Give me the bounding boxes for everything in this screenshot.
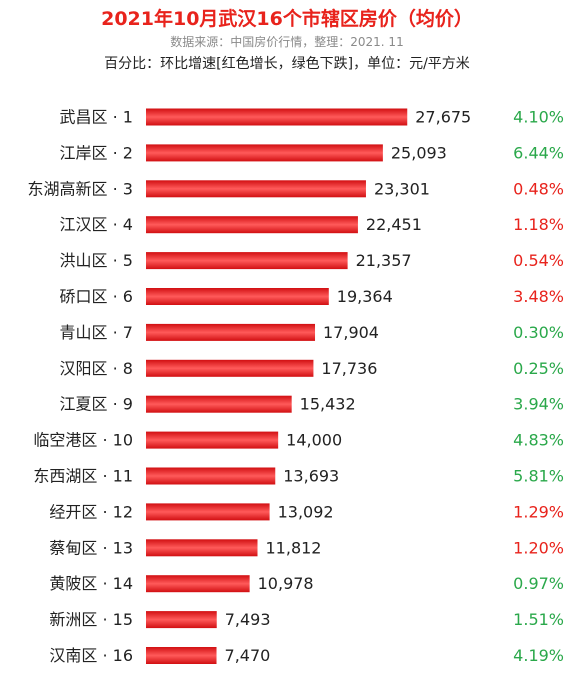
bar bbox=[146, 431, 279, 449]
value-label: 13,092 bbox=[278, 502, 334, 521]
data-source: 数据来源：中国房价行情，整理：2021. 11 bbox=[170, 35, 404, 49]
category-label: 江汉区 · 4 bbox=[60, 215, 133, 234]
percent-label: 1.20% bbox=[513, 538, 564, 557]
value-label: 10,978 bbox=[258, 574, 314, 593]
bar bbox=[146, 647, 217, 664]
percent-label: 6.44% bbox=[513, 143, 564, 162]
value-label: 17,736 bbox=[321, 359, 377, 378]
category-label: 洪山区 · 5 bbox=[60, 251, 133, 270]
value-label: 15,432 bbox=[300, 395, 356, 414]
category-label: 蔡甸区 · 13 bbox=[49, 538, 133, 557]
category-label: 江夏区 · 9 bbox=[60, 395, 133, 414]
percent-label: 0.48% bbox=[513, 179, 564, 198]
category-label: 东西湖区 · 11 bbox=[33, 467, 133, 486]
bar bbox=[146, 467, 276, 485]
percent-label: 0.97% bbox=[513, 574, 564, 593]
percent-label: 1.51% bbox=[513, 610, 564, 629]
percent-label: 4.83% bbox=[513, 431, 564, 450]
value-label: 27,675 bbox=[415, 108, 471, 127]
value-label: 14,000 bbox=[286, 431, 342, 450]
percent-label: 1.18% bbox=[513, 215, 564, 234]
category-label: 江岸区 · 2 bbox=[60, 143, 133, 162]
percent-label: 3.94% bbox=[513, 395, 564, 414]
value-label: 22,451 bbox=[366, 215, 422, 234]
percent-label: 1.29% bbox=[513, 502, 564, 521]
bar bbox=[146, 288, 329, 305]
percent-label: 3.48% bbox=[513, 287, 564, 306]
value-label: 19,364 bbox=[337, 287, 393, 306]
percent-label: 0.30% bbox=[513, 323, 564, 342]
value-label: 21,357 bbox=[356, 251, 412, 270]
value-label: 11,812 bbox=[266, 538, 322, 557]
category-label: 武昌区 · 1 bbox=[60, 108, 133, 127]
bar bbox=[146, 144, 383, 162]
value-label: 7,493 bbox=[225, 610, 271, 629]
bars-layer: 武昌区 · 1 27,675 4.10% 江岸区 · 2 25,093 6.44% 东湖高新… bbox=[28, 108, 564, 666]
bar bbox=[146, 503, 270, 521]
bar bbox=[146, 323, 316, 341]
value-label: 7,470 bbox=[225, 646, 271, 665]
category-label: 黄陂区 · 14 bbox=[49, 574, 133, 593]
chart-title: 2021年10月武汉16个市辖区房价（均价） bbox=[101, 8, 473, 30]
bar bbox=[146, 575, 250, 593]
bar bbox=[146, 359, 314, 377]
category-label: 青山区 · 7 bbox=[60, 323, 133, 342]
category-label: 汉南区 · 16 bbox=[49, 646, 133, 665]
category-label: 临空港区 · 10 bbox=[33, 431, 133, 450]
percent-label: 5.81% bbox=[513, 467, 564, 486]
bar bbox=[146, 180, 366, 198]
chart-note: 百分比：环比增速[红色增长，绿色下跌]，单位：元/平方米 bbox=[104, 56, 470, 72]
bar bbox=[146, 216, 358, 234]
bar bbox=[146, 539, 258, 557]
percent-label: 0.25% bbox=[513, 359, 564, 378]
bar bbox=[146, 611, 217, 629]
value-label: 17,904 bbox=[323, 323, 379, 342]
category-label: 新洲区 · 15 bbox=[49, 610, 133, 629]
bar bbox=[146, 252, 348, 270]
category-label: 经开区 · 12 bbox=[49, 502, 133, 521]
value-label: 23,301 bbox=[374, 179, 430, 198]
category-label: 硚口区 · 6 bbox=[60, 287, 133, 306]
category-label: 汉阳区 · 8 bbox=[60, 359, 133, 378]
percent-label: 4.19% bbox=[513, 646, 564, 665]
percent-label: 0.54% bbox=[513, 251, 564, 270]
percent-label: 4.10% bbox=[513, 108, 564, 127]
value-label: 25,093 bbox=[391, 143, 447, 162]
bar bbox=[146, 108, 408, 126]
value-label: 13,693 bbox=[283, 467, 339, 486]
category-label: 东湖高新区 · 3 bbox=[28, 179, 133, 198]
bar bbox=[146, 395, 292, 413]
